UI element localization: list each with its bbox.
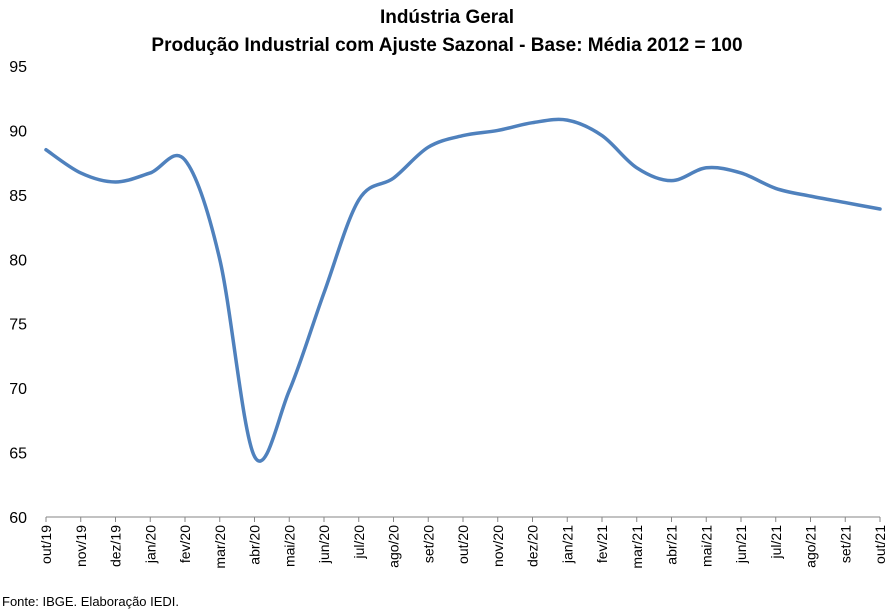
x-tick-label: nov/20 xyxy=(490,525,506,567)
y-tick-label: 75 xyxy=(9,317,27,334)
y-tick-label: 90 xyxy=(9,123,27,140)
series-line xyxy=(44,117,882,463)
x-tick-label: jan/20 xyxy=(142,525,158,564)
x-tick-label: out/20 xyxy=(455,525,471,564)
y-tick-label: 60 xyxy=(9,510,27,527)
x-tick-label: set/21 xyxy=(837,525,853,563)
x-tick-label: mar/20 xyxy=(212,525,228,569)
y-tick-label: 65 xyxy=(9,446,27,463)
y-tick-label: 80 xyxy=(9,252,27,269)
x-tick-label: dez/19 xyxy=(108,525,124,567)
x-tick-label: ago/21 xyxy=(803,525,819,568)
x-tick-label: mar/21 xyxy=(629,525,645,569)
x-tick-label: ago/20 xyxy=(386,525,402,568)
x-tick-label: out/19 xyxy=(38,525,54,564)
y-tick-label: 95 xyxy=(9,59,27,76)
x-tick-label: mai/20 xyxy=(281,525,297,567)
chart-title: Indústria Geral xyxy=(379,7,515,28)
x-tick-label: abr/20 xyxy=(247,525,263,565)
x-tick-label: set/20 xyxy=(420,525,436,563)
x-tick-label: abr/21 xyxy=(664,525,680,565)
x-tick-label: jun/20 xyxy=(316,525,332,564)
x-tick-label: mai/21 xyxy=(698,525,714,567)
x-tick-label: jul/21 xyxy=(768,525,784,560)
chart-subtitle: Produção Industrial com Ajuste Sazonal -… xyxy=(151,35,743,56)
source-note: Fonte: IBGE. Elaboração IEDI. xyxy=(2,594,180,609)
x-tick-label: jan/21 xyxy=(559,525,575,564)
x-tick-label: out/21 xyxy=(872,525,888,564)
x-tick-label: nov/19 xyxy=(73,525,89,567)
x-tick-label: jun/21 xyxy=(733,525,749,564)
y-tick-label: 70 xyxy=(9,381,27,398)
x-tick-label: fev/20 xyxy=(177,525,193,563)
x-tick-label: dez/20 xyxy=(525,525,541,567)
x-tick-label: jul/20 xyxy=(351,525,367,560)
y-tick-label: 85 xyxy=(9,188,27,205)
x-tick-label: fev/21 xyxy=(594,525,610,563)
